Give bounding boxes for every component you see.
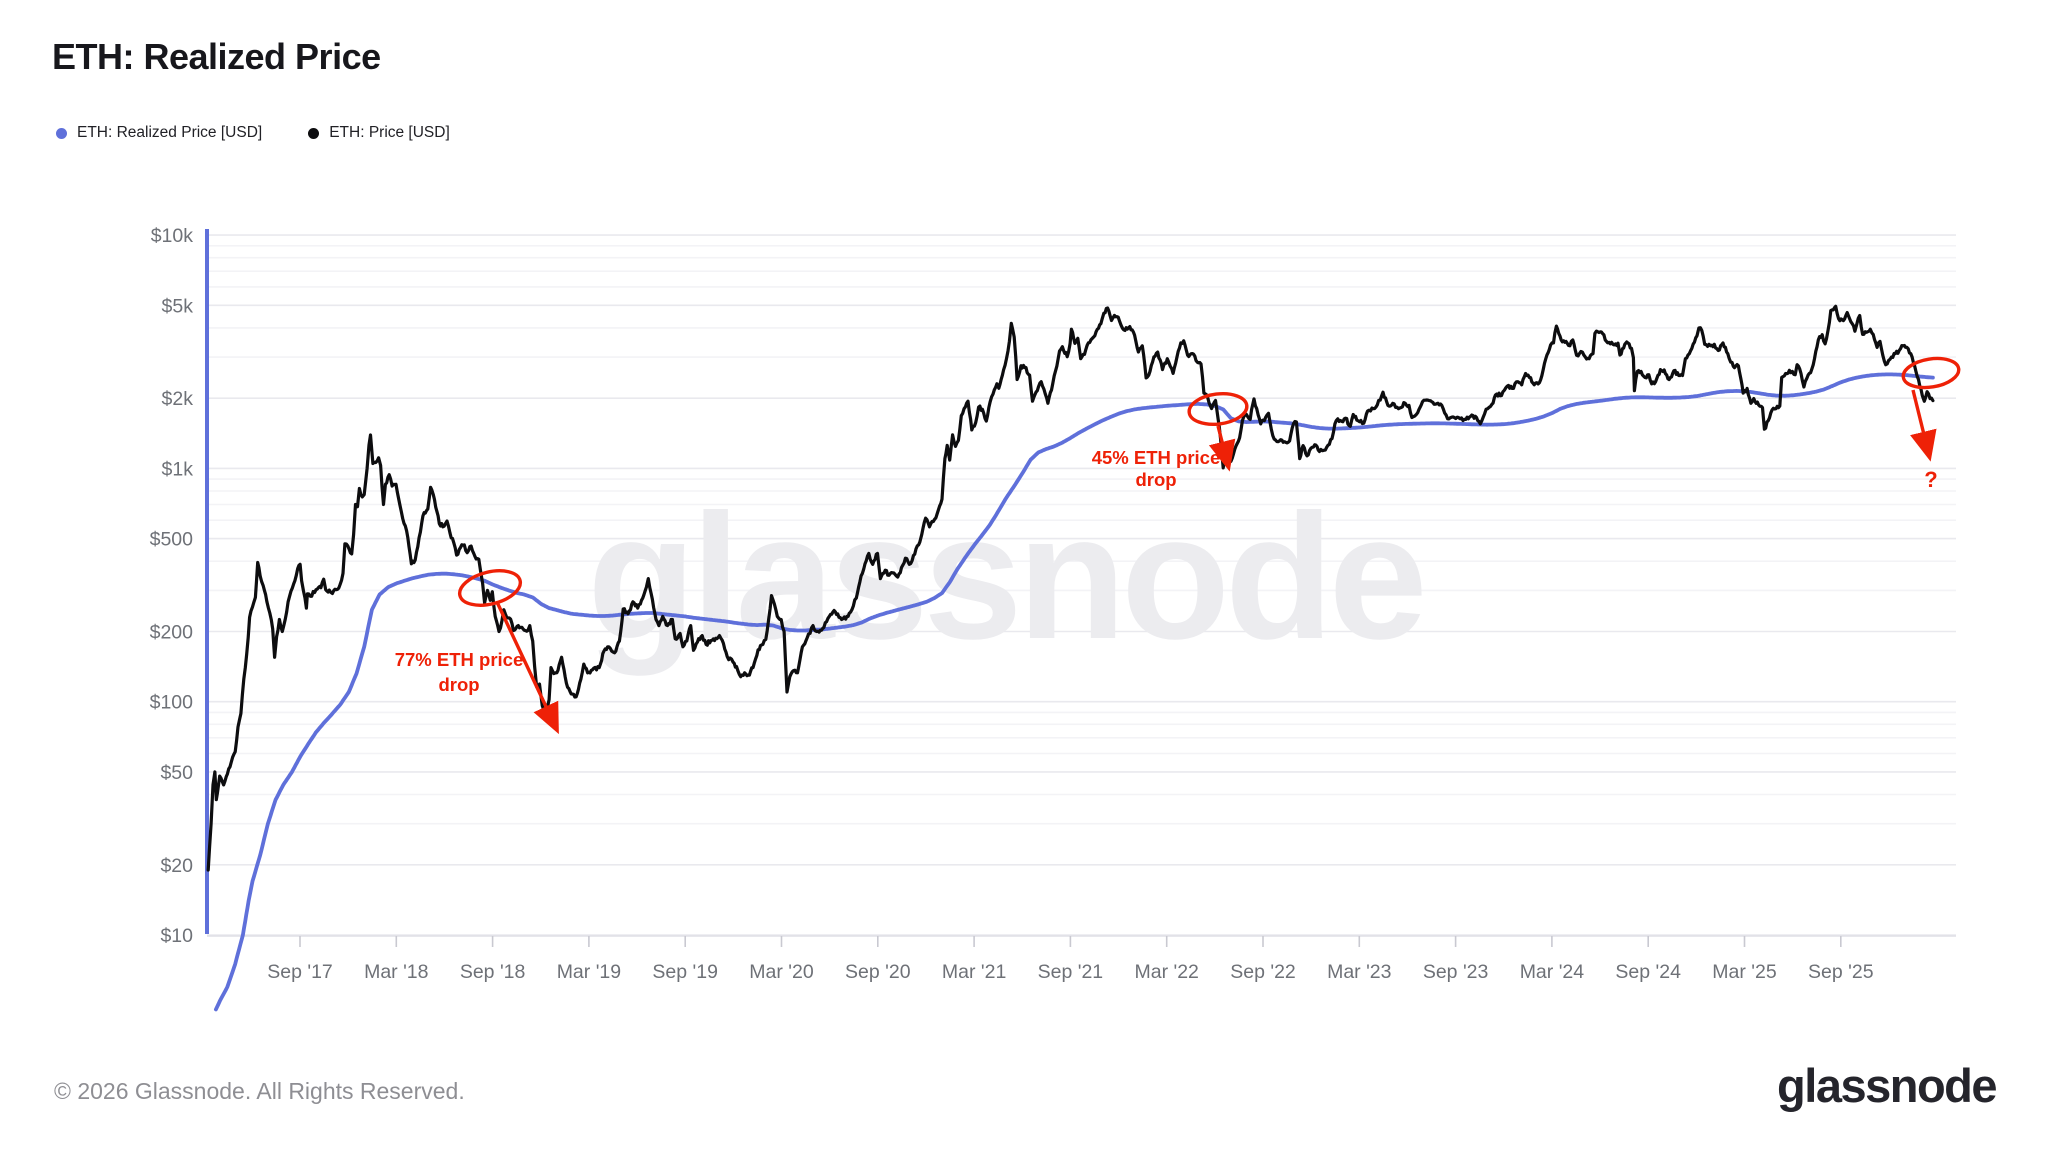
glassnode-logo: glassnode (1777, 1059, 1997, 1112)
annotation-ellipse-drop-2022 (1187, 391, 1249, 427)
legend-dot-realized-icon (56, 127, 67, 139)
x-axis-label: Mar '18 (364, 961, 428, 983)
legend-label-realized: ETH: Realized Price [USD] (77, 124, 263, 141)
y-axis-label: $200 (150, 622, 194, 644)
glassnode-watermark: glassnode (587, 477, 1422, 676)
x-axis-label: Mar '24 (1520, 961, 1585, 983)
copyright-text: © 2026 Glassnode. All Rights Reserved. (54, 1078, 465, 1104)
page-title: ETH: Realized Price (52, 36, 381, 77)
y-axis-label: $5k (162, 295, 194, 317)
chart-legend: ETH: Realized Price [USD] ETH: Price [US… (56, 124, 450, 142)
x-axis-label: Sep '23 (1423, 961, 1489, 983)
legend-item-price[interactable]: ETH: Price [USD] (308, 124, 450, 142)
x-axis-label: Sep '21 (1038, 961, 1104, 983)
annotation-text-drop-2022: drop (1135, 469, 1176, 490)
y-axis-label: $2k (162, 388, 194, 410)
x-axis-label: Mar '23 (1327, 961, 1391, 983)
x-axis-label: Sep '17 (267, 961, 333, 983)
x-axis-label: Sep '18 (460, 961, 526, 983)
legend-label-price: ETH: Price [USD] (329, 124, 450, 141)
y-axis-label: $10 (160, 925, 193, 947)
y-axis-label: $20 (160, 855, 193, 877)
x-axis-label: Mar '21 (942, 961, 1006, 983)
annotation-ellipse-drop-question (1901, 356, 1961, 390)
y-axis-label: $1k (162, 458, 194, 480)
x-axis-label: Sep '24 (1615, 961, 1681, 983)
x-axis-label: Mar '25 (1712, 961, 1777, 983)
annotation-ellipse-drop-2018 (457, 569, 523, 607)
axes (205, 229, 1956, 947)
x-axis-label: Mar '20 (749, 961, 814, 983)
annotation-text-drop-2018: drop (438, 674, 479, 695)
annotation-arrow-drop-question (1910, 389, 1937, 462)
x-axis-label: Sep '22 (1230, 961, 1296, 983)
realized-price-line (214, 372, 1935, 1012)
x-axis-label: Sep '19 (652, 961, 718, 983)
y-axis-label: $100 (150, 692, 194, 714)
annotation-text-drop-question: ? (1924, 467, 1937, 492)
legend-item-realized-price[interactable]: ETH: Realized Price [USD] (56, 124, 262, 142)
eth-price-line (206, 304, 1935, 872)
gridlines (207, 234, 1956, 936)
x-axis-label: Mar '22 (1134, 961, 1198, 983)
annotation-text-drop-2022: 45% ETH price (1092, 447, 1221, 468)
legend-dot-price-icon (308, 127, 320, 139)
y-axis-label: $500 (150, 529, 194, 551)
x-axis-label: Sep '25 (1808, 961, 1874, 983)
annotation-arrow-drop-2022 (1208, 425, 1236, 472)
annotation-arrow-drop-2018 (495, 601, 559, 735)
x-axis-label: Mar '19 (557, 961, 621, 983)
x-axis-label: Sep '20 (845, 961, 911, 983)
annotation-text-drop-2018: 77% ETH price (395, 649, 524, 670)
y-axis-label: $10k (151, 225, 194, 247)
y-axis-label: $50 (160, 762, 193, 784)
